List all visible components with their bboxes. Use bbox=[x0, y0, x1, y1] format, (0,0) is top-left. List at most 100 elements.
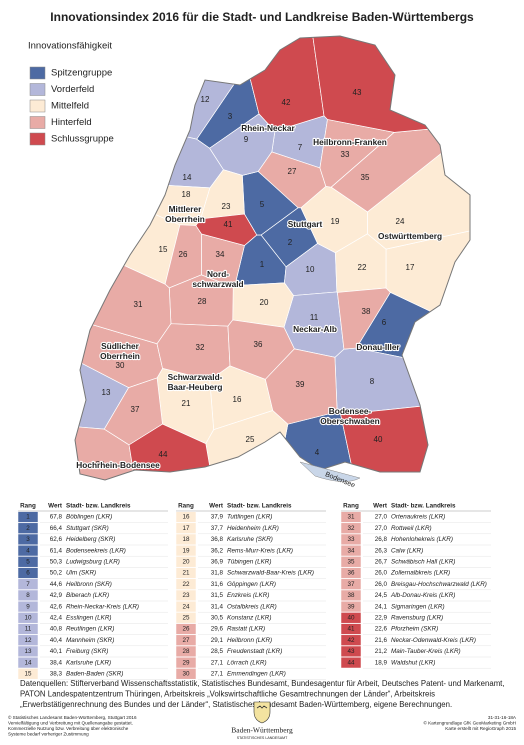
rank: 38 bbox=[347, 592, 355, 599]
district-name: Neckar-Odenwald-Kreis (LKR) bbox=[391, 637, 476, 644]
footer-right: © Kartengrundlage GfK GeoMarketing GmbH bbox=[424, 720, 517, 726]
district-name: Waldshut (LKR) bbox=[391, 659, 435, 666]
rank-cell bbox=[17, 522, 39, 534]
region-label: Schwarzwald- bbox=[168, 372, 223, 382]
district-rank: 13 bbox=[102, 388, 111, 397]
district-rank: 38 bbox=[362, 307, 371, 316]
rank-cell bbox=[17, 567, 39, 579]
district-name: Stuttgart (SKR) bbox=[66, 525, 109, 532]
district-rank: 20 bbox=[260, 298, 269, 307]
rank: 12 bbox=[24, 637, 32, 644]
region-label: Oberschwaben bbox=[320, 416, 379, 426]
district-rank: 40 bbox=[374, 435, 383, 444]
value: 36,8 bbox=[211, 536, 224, 543]
value: 66,4 bbox=[50, 525, 63, 532]
district bbox=[310, 36, 470, 133]
district-name: Freiburg (SKR) bbox=[66, 648, 108, 655]
rank: 43 bbox=[347, 648, 355, 655]
legend-title: Innovationsfähigkeit bbox=[28, 41, 112, 52]
table-header: Stadt- bzw. Landkreis bbox=[66, 503, 131, 510]
rank: 42 bbox=[347, 637, 355, 644]
value: 26,0 bbox=[375, 581, 388, 588]
source-line: „Erwerbstätigenrechnung des Bundes und d… bbox=[20, 700, 452, 709]
rank: 34 bbox=[347, 547, 355, 554]
district-rank: 5 bbox=[260, 200, 265, 209]
value: 26,8 bbox=[375, 536, 388, 543]
value: 31,6 bbox=[211, 581, 224, 588]
district-rank: 18 bbox=[182, 190, 191, 199]
sources: Datenquellen: Stifterverband Wissenschaf… bbox=[20, 679, 505, 709]
rank-cell bbox=[340, 522, 362, 534]
district-rank: 30 bbox=[116, 361, 125, 370]
value: 61,4 bbox=[50, 547, 63, 554]
rank: 14 bbox=[24, 659, 32, 666]
footer-left: Kommerzielle Nutzung bzw. Verbreitung üb… bbox=[8, 726, 129, 731]
district-name: Rems-Murr-Kreis (LKR) bbox=[227, 547, 293, 554]
footer-left: Systeme bedarf vorheriger Zustimmung bbox=[8, 732, 89, 737]
legend-label: Spitzengruppe bbox=[51, 68, 112, 79]
district-name: Calw (LKR) bbox=[391, 547, 423, 554]
district-rank: 12 bbox=[201, 95, 210, 104]
rank: 19 bbox=[182, 547, 190, 554]
district-rank: 16 bbox=[233, 395, 242, 404]
rank-cell bbox=[17, 623, 39, 635]
region-label: Baar-Heuberg bbox=[168, 382, 223, 392]
rank: 22 bbox=[182, 581, 190, 588]
rank: 41 bbox=[347, 626, 355, 633]
value: 21,6 bbox=[375, 637, 388, 644]
rank: 17 bbox=[182, 525, 190, 532]
rank: 28 bbox=[182, 648, 190, 655]
district-rank: 37 bbox=[131, 405, 140, 414]
value: 29,1 bbox=[211, 637, 224, 644]
value: 27,0 bbox=[375, 525, 388, 532]
legend-swatch bbox=[29, 66, 46, 80]
value: 36,2 bbox=[211, 547, 224, 554]
district-rank: 23 bbox=[222, 202, 231, 211]
legend-label: Vorderfeld bbox=[51, 84, 94, 95]
region-label: Bodensee- bbox=[329, 406, 372, 416]
rank-cell bbox=[340, 533, 362, 546]
title: Innovationsindex 2016 für die Stadt- und… bbox=[50, 10, 474, 24]
rank-cell bbox=[175, 511, 197, 523]
table-header: Wert bbox=[48, 503, 63, 510]
value: 38,4 bbox=[50, 659, 63, 666]
rank-cell bbox=[175, 578, 197, 590]
value: 38,3 bbox=[50, 670, 63, 677]
value: 40,4 bbox=[50, 637, 63, 644]
region-label: schwarzwald bbox=[192, 279, 243, 289]
rank-cell bbox=[175, 656, 197, 669]
district-name: Heidenheim (LKR) bbox=[227, 525, 279, 532]
rank-cell bbox=[175, 634, 197, 646]
footer-left: © Statistisches Landesamt Baden-Württemb… bbox=[8, 714, 137, 720]
rank-cell bbox=[175, 589, 197, 602]
district-rank: 22 bbox=[358, 263, 367, 272]
table-header: Stadt- bzw. Landkreis bbox=[227, 503, 292, 510]
rank-cell bbox=[175, 645, 197, 658]
rank: 13 bbox=[24, 648, 32, 655]
footer-right: Karte erstellt mit RegioGraph 2015 bbox=[445, 726, 516, 731]
region-label: Neckar-Alb bbox=[293, 324, 337, 334]
rank-cell bbox=[17, 556, 39, 568]
footer-left: Vervielfältigung und Verbreitung mit Que… bbox=[8, 721, 133, 726]
district-rank: 24 bbox=[396, 217, 405, 226]
value: 27,0 bbox=[375, 514, 388, 521]
value: 26,3 bbox=[375, 547, 388, 554]
district-rank: 1 bbox=[260, 260, 265, 269]
district-name: Ulm (SKR) bbox=[66, 570, 96, 577]
district-name: Heilbronn (SKR) bbox=[66, 581, 112, 588]
district-rank: 7 bbox=[298, 143, 303, 152]
district bbox=[337, 287, 391, 350]
district-name: Sigmaringen (LKR) bbox=[391, 603, 445, 610]
region-label: Oberrhein bbox=[100, 351, 140, 361]
source-line: Datenquellen: Stifterverband Wissenschaf… bbox=[20, 679, 505, 688]
district-name: Heilbronn (LKR) bbox=[227, 637, 272, 644]
district-rank: 19 bbox=[331, 217, 340, 226]
table-header: Stadt- bzw. Landkreis bbox=[391, 503, 456, 510]
district-name: Zollernalbkreis (LKR) bbox=[390, 570, 450, 577]
rank: 21 bbox=[182, 570, 190, 577]
value: 44,6 bbox=[50, 581, 63, 588]
district-rank: 6 bbox=[382, 318, 387, 327]
region-label: Mittlerer bbox=[169, 204, 203, 214]
value: 50,2 bbox=[50, 570, 63, 577]
district-name: Konstanz (LKR) bbox=[227, 614, 271, 621]
